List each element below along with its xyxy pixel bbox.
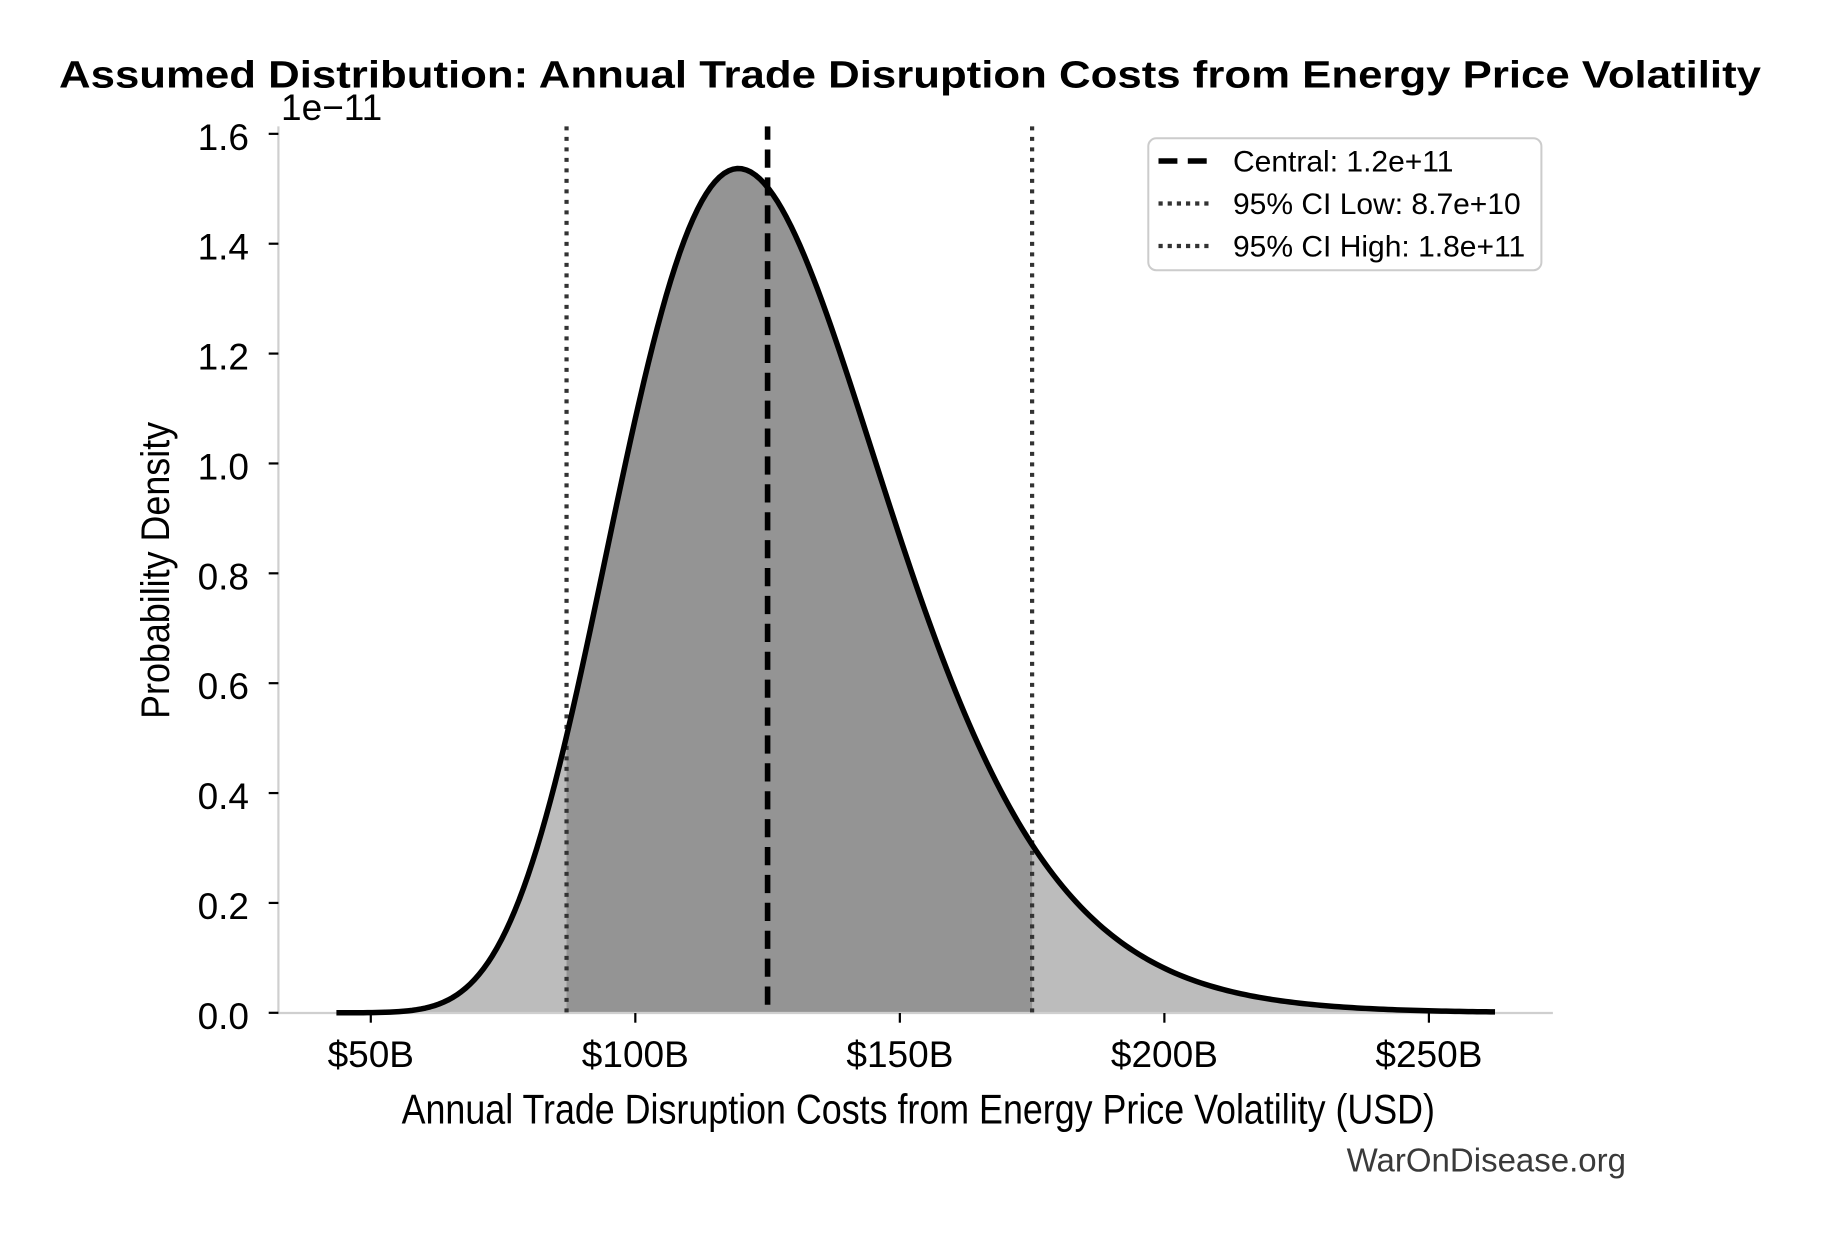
- svg-text:$50B: $50B: [328, 1034, 414, 1075]
- svg-text:Central: 1.2e+11: Central: 1.2e+11: [1233, 145, 1453, 178]
- svg-text:$250B: $250B: [1375, 1034, 1482, 1075]
- svg-text:Assumed Distribution: Annual T: Assumed Distribution: Annual Trade Disru…: [59, 54, 1761, 96]
- svg-text:0.6: 0.6: [198, 666, 249, 707]
- svg-text:1.6: 1.6: [198, 117, 249, 158]
- svg-text:1.0: 1.0: [198, 446, 249, 487]
- svg-text:0.4: 0.4: [198, 776, 249, 817]
- svg-text:1.2: 1.2: [198, 337, 249, 378]
- svg-text:1e−11: 1e−11: [281, 87, 382, 128]
- svg-text:Probability Density: Probability Density: [134, 422, 178, 719]
- svg-text:Annual Trade Disruption Costs: Annual Trade Disruption Costs from Energ…: [402, 1085, 1435, 1132]
- svg-text:95% CI Low: 8.7e+10: 95% CI Low: 8.7e+10: [1233, 188, 1521, 221]
- svg-text:0.8: 0.8: [198, 556, 249, 597]
- svg-text:$150B: $150B: [846, 1034, 953, 1075]
- svg-text:0.2: 0.2: [198, 886, 249, 927]
- svg-text:95% CI High: 1.8e+11: 95% CI High: 1.8e+11: [1233, 230, 1525, 263]
- svg-text:0.0: 0.0: [198, 996, 249, 1037]
- svg-text:WarOnDisease.org: WarOnDisease.org: [1347, 1142, 1626, 1179]
- svg-text:$200B: $200B: [1111, 1034, 1218, 1075]
- svg-text:$100B: $100B: [582, 1034, 689, 1075]
- svg-text:1.4: 1.4: [198, 227, 249, 268]
